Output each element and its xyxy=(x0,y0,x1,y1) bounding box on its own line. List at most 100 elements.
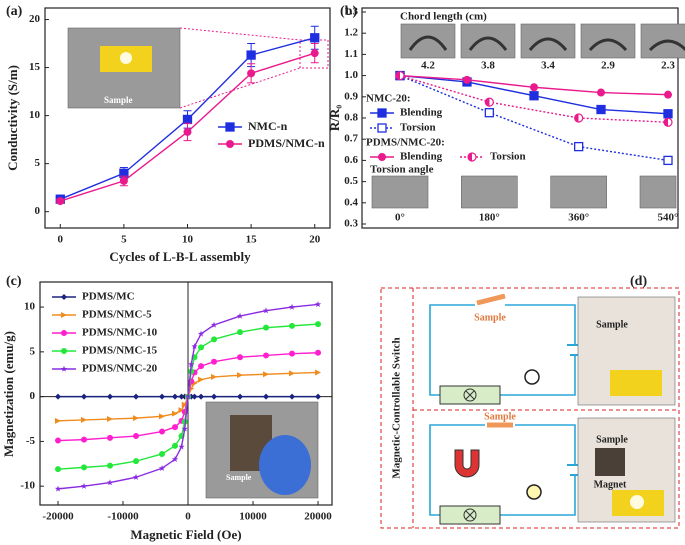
x-tick-label: 10000 xyxy=(239,511,267,523)
data-point xyxy=(198,393,205,400)
data-point xyxy=(198,344,205,351)
data-point xyxy=(55,466,62,473)
photo xyxy=(400,23,456,59)
switch-symbol xyxy=(465,510,475,520)
data-point xyxy=(172,393,179,400)
series-line xyxy=(399,74,669,123)
y-tick-label: 0.5 xyxy=(344,175,358,187)
photo-glove xyxy=(259,435,311,495)
photo-strip-title: Torsion angle xyxy=(370,164,434,176)
data-point xyxy=(596,104,606,115)
sample-strip xyxy=(476,293,506,306)
x-axis-label: Cycles of L-B-L assembly xyxy=(109,249,251,264)
data-point xyxy=(310,49,319,58)
y-tick-label: 0.3 xyxy=(344,218,358,230)
legend-group: NMC-20: xyxy=(366,93,411,105)
data-point xyxy=(171,456,179,462)
legend-label: Blending xyxy=(400,151,443,163)
data-point xyxy=(184,393,192,400)
x-tick-label: -10000 xyxy=(107,511,139,523)
legend-marker xyxy=(60,365,68,372)
photo-bulb xyxy=(120,52,132,64)
plot-frame xyxy=(39,281,333,506)
circuit-label: Sample xyxy=(484,411,516,422)
x-axis-label: Magnetic Field (Oe) xyxy=(130,527,241,542)
photo-strip-title: Chord length (cm) xyxy=(400,11,487,23)
chord-label: 2.3 xyxy=(661,60,675,72)
angle-label: 360° xyxy=(568,212,589,224)
data-point xyxy=(133,433,140,440)
data-point xyxy=(263,324,270,331)
data-point xyxy=(263,352,270,359)
legend-label: PDMS/NMC-n xyxy=(248,136,325,150)
angle-label: 540° xyxy=(658,212,679,224)
data-point xyxy=(574,141,584,152)
panel-label: (b) xyxy=(340,4,357,19)
legend-marker xyxy=(377,108,387,118)
x-tick-label: 0 xyxy=(58,234,64,246)
circuit-wire xyxy=(429,424,576,516)
data-point xyxy=(198,376,205,383)
data-point xyxy=(107,393,114,400)
legend-label: Torsion xyxy=(490,151,526,163)
inset-label: Sample xyxy=(104,95,133,105)
data-point xyxy=(288,303,296,310)
legend-marker xyxy=(226,140,234,148)
panel-label: (c) xyxy=(6,274,22,289)
legend-label: Blending xyxy=(400,107,443,119)
data-point xyxy=(119,176,128,185)
data-point xyxy=(181,425,188,432)
photo-strip xyxy=(588,38,628,52)
data-point xyxy=(237,329,244,336)
data-point xyxy=(315,321,322,328)
data-point xyxy=(314,301,322,308)
photo-strip xyxy=(648,39,685,52)
y-tick-label: 0.8 xyxy=(344,112,358,124)
circuit-label: Sample xyxy=(474,312,506,323)
data-point xyxy=(237,354,244,361)
y-tick-label: -5 xyxy=(26,435,36,447)
x-tick-label: 15 xyxy=(246,234,258,246)
photo xyxy=(639,175,677,209)
data-point xyxy=(315,393,322,400)
x-tick-label: 20 xyxy=(309,234,321,246)
y-tick-label: 5 xyxy=(30,345,36,357)
data-point xyxy=(463,75,471,84)
data-point xyxy=(315,369,322,376)
data-point xyxy=(197,330,205,337)
data-point xyxy=(663,117,673,127)
photo-label: Sample xyxy=(596,434,628,445)
bulb-off xyxy=(524,369,540,385)
data-point xyxy=(81,436,88,443)
data-point xyxy=(211,373,218,380)
y-axis-label: R/R₀ xyxy=(327,105,342,131)
y-tick-label: 1.1 xyxy=(344,48,358,60)
legend-marker xyxy=(61,348,67,354)
angle-label: 180° xyxy=(479,212,500,224)
legend-label: PDMS/NMC-20 xyxy=(82,363,158,375)
photo xyxy=(461,175,518,209)
x-tick-label: 20000 xyxy=(304,511,332,523)
legend-group: PDMS/NMC-20: xyxy=(366,137,445,149)
y-tick-label: 0.9 xyxy=(344,90,358,102)
data-point xyxy=(158,464,166,471)
data-point xyxy=(159,413,166,420)
data-point xyxy=(663,109,673,119)
y-tick-label: 0.6 xyxy=(344,154,358,166)
data-point xyxy=(210,321,218,328)
switch-symbol xyxy=(463,508,477,522)
data-point xyxy=(81,464,88,471)
data-point xyxy=(315,349,322,356)
data-point xyxy=(236,312,244,319)
data-point xyxy=(211,336,218,343)
diagram: (d) Magnetic-Controllable Switch Sample … xyxy=(380,274,680,529)
data-point xyxy=(484,108,494,118)
inset-connector xyxy=(179,27,301,41)
data-point xyxy=(395,70,405,81)
chord-label: 4.2 xyxy=(421,60,435,72)
data-point xyxy=(663,155,673,166)
data-point xyxy=(529,91,539,101)
y-tick-label: 0 xyxy=(35,205,41,217)
legend-label: NMC-n xyxy=(248,119,288,133)
legend-marker xyxy=(225,122,235,132)
